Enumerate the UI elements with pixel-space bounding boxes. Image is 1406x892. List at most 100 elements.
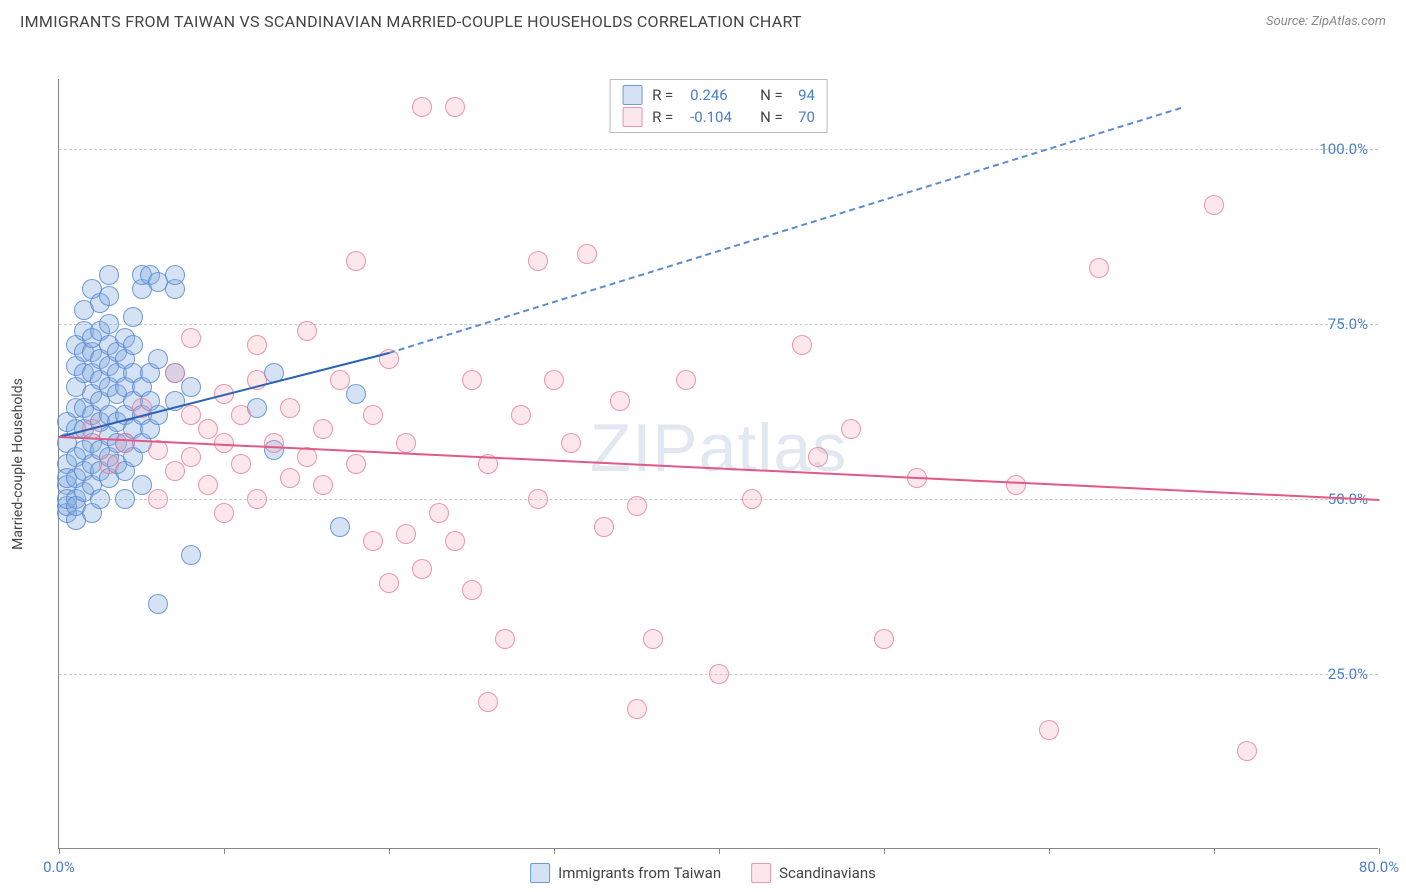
data-point — [214, 503, 234, 523]
data-point — [792, 335, 812, 355]
r-value-scandinavian: -0.104 — [690, 108, 750, 126]
data-point — [528, 489, 548, 509]
data-point — [99, 314, 119, 334]
stats-row-taiwan: R = 0.246 N = 94 — [622, 84, 815, 106]
x-tick-mark — [554, 848, 555, 854]
y-axis-label: Married-couple Households — [10, 378, 26, 550]
data-point — [165, 461, 185, 481]
data-point — [313, 475, 333, 495]
data-point — [429, 503, 449, 523]
data-point — [1039, 720, 1059, 740]
legend-item-scandinavian: Scandinavians — [751, 863, 876, 883]
legend-label-taiwan: Immigrants from Taiwan — [558, 864, 721, 882]
x-tick-label: 80.0% — [1359, 858, 1399, 876]
swatch-scandinavian — [622, 107, 642, 127]
data-point — [231, 405, 251, 425]
swatch-scandinavian — [751, 863, 771, 883]
data-point — [363, 405, 383, 425]
data-point — [495, 629, 515, 649]
data-point — [181, 545, 201, 565]
data-point — [643, 629, 663, 649]
data-point — [264, 433, 284, 453]
data-point — [330, 370, 350, 390]
data-point — [462, 580, 482, 600]
data-point — [577, 244, 597, 264]
data-point — [396, 433, 416, 453]
swatch-taiwan — [622, 85, 642, 105]
x-tick-mark — [1379, 848, 1380, 854]
source-attribution: Source: ZipAtlas.com — [1266, 14, 1386, 29]
data-point — [198, 419, 218, 439]
chart-header: IMMIGRANTS FROM TAIWAN VS SCANDINAVIAN M… — [0, 0, 1406, 39]
data-point — [231, 454, 251, 474]
data-point — [148, 489, 168, 509]
data-point — [627, 496, 647, 516]
chart-container: Married-couple Households ZIPatlas R = 0… — [0, 39, 1406, 889]
data-point — [346, 251, 366, 271]
data-point — [115, 433, 135, 453]
data-point — [1006, 475, 1026, 495]
x-tick-mark — [1214, 848, 1215, 854]
x-tick-label: 0.0% — [43, 858, 75, 876]
data-point — [99, 265, 119, 285]
data-point — [594, 517, 614, 537]
data-point — [247, 489, 267, 509]
r-value-taiwan: 0.246 — [690, 86, 750, 104]
n-value-scandinavian: 70 — [798, 108, 815, 126]
x-tick-mark — [884, 848, 885, 854]
data-point — [165, 363, 185, 383]
data-point — [148, 349, 168, 369]
data-point — [511, 405, 531, 425]
legend-label-scandinavian: Scandinavians — [779, 864, 876, 882]
data-point — [841, 419, 861, 439]
data-point — [561, 433, 581, 453]
data-point — [445, 97, 465, 117]
trend-line — [389, 107, 1182, 354]
stats-legend: R = 0.246 N = 94 R = -0.104 N = 70 — [609, 79, 828, 133]
gridline-h — [59, 149, 1378, 150]
data-point — [148, 594, 168, 614]
data-point — [330, 517, 350, 537]
y-tick-label: 75.0% — [1328, 315, 1368, 333]
data-point — [280, 468, 300, 488]
data-point — [181, 447, 201, 467]
data-point — [874, 629, 894, 649]
data-point — [742, 489, 762, 509]
data-point — [346, 454, 366, 474]
data-point — [198, 475, 218, 495]
data-point — [181, 377, 201, 397]
data-point — [99, 454, 119, 474]
data-point — [181, 328, 201, 348]
stats-row-scandinavian: R = -0.104 N = 70 — [622, 106, 815, 128]
n-label: N = — [760, 108, 788, 126]
data-point — [90, 489, 110, 509]
y-tick-label: 100.0% — [1319, 140, 1368, 158]
data-point — [99, 286, 119, 306]
chart-title: IMMIGRANTS FROM TAIWAN VS SCANDINAVIAN M… — [20, 12, 802, 31]
data-point — [297, 321, 317, 341]
data-point — [627, 699, 647, 719]
data-point — [544, 370, 564, 390]
data-point — [412, 97, 432, 117]
watermark: ZIPatlas — [590, 409, 847, 487]
gridline-h — [59, 324, 1378, 325]
data-point — [528, 251, 548, 271]
data-point — [462, 370, 482, 390]
x-tick-mark — [389, 848, 390, 854]
data-point — [132, 475, 152, 495]
n-value-taiwan: 94 — [798, 86, 815, 104]
x-tick-mark — [1049, 848, 1050, 854]
data-point — [808, 447, 828, 467]
data-point — [1237, 741, 1257, 761]
data-point — [379, 573, 399, 593]
series-legend: Immigrants from Taiwan Scandinavians — [530, 863, 876, 883]
x-tick-mark — [224, 848, 225, 854]
data-point — [247, 335, 267, 355]
data-point — [709, 664, 729, 684]
data-point — [676, 370, 696, 390]
data-point — [363, 531, 383, 551]
data-point — [445, 531, 465, 551]
data-point — [165, 265, 185, 285]
data-point — [1204, 195, 1224, 215]
data-point — [313, 419, 333, 439]
